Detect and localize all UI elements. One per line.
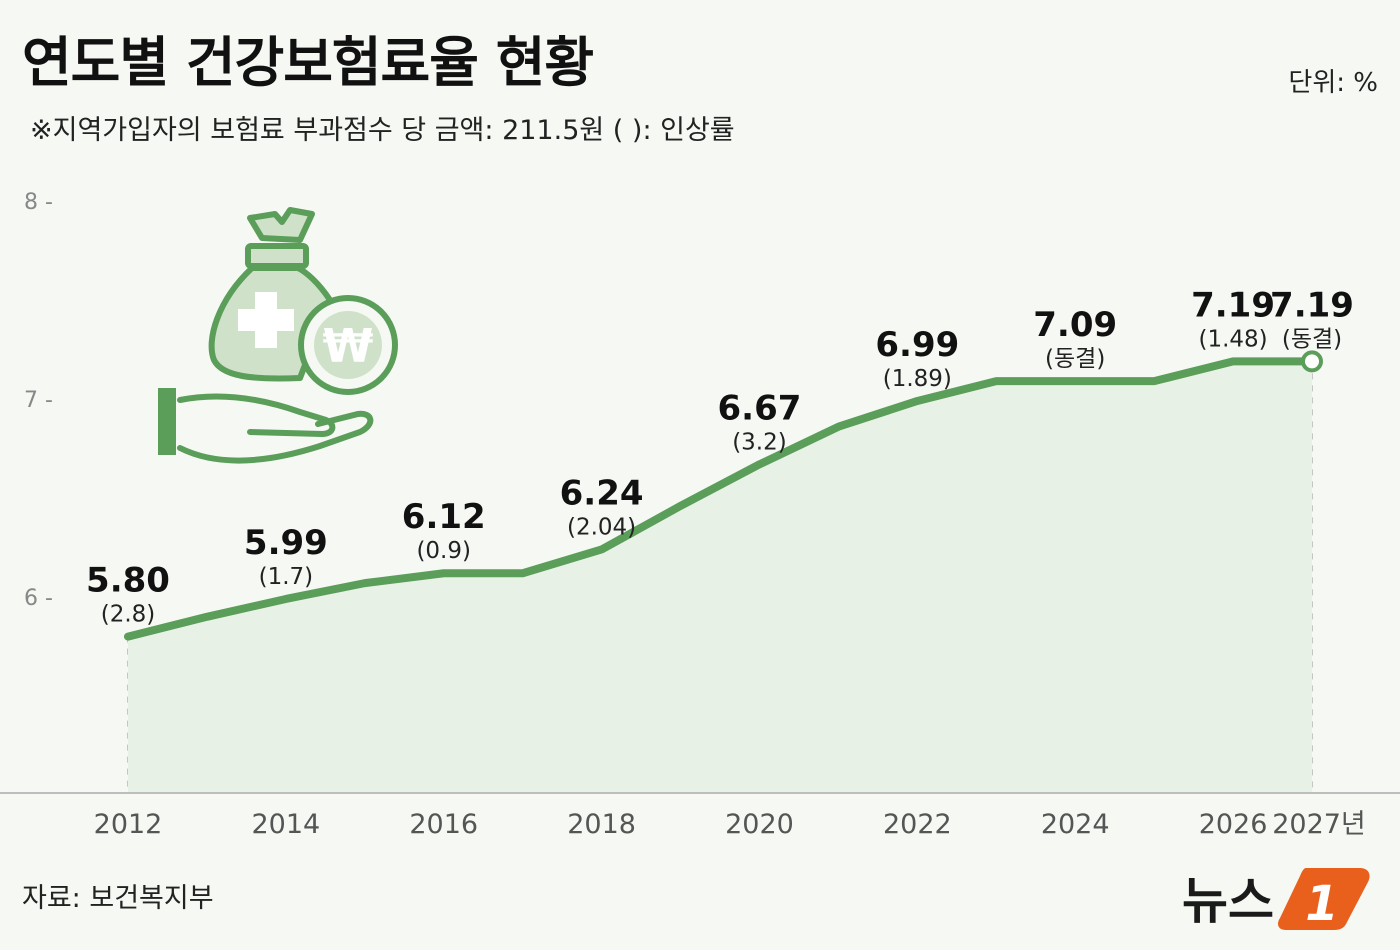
data-label-rate: (1.48) xyxy=(1198,326,1267,352)
data-label-value: 6.12 xyxy=(402,497,486,537)
data-label-value: 5.99 xyxy=(244,523,328,563)
data-label-rate: (3.2) xyxy=(732,429,787,455)
logo-text: 뉴스 xyxy=(1182,872,1274,930)
data-label-value: 6.99 xyxy=(875,325,959,365)
data-label-rate: (0.9) xyxy=(416,538,471,564)
unit-label: 단위: % xyxy=(1288,68,1378,98)
x-tick-label: 2026 xyxy=(1199,809,1268,840)
x-tick-label: 2020 xyxy=(725,809,794,840)
data-label-rate: (동결) xyxy=(1282,326,1342,352)
source-label: 자료: 보건복지부 xyxy=(22,883,214,914)
data-label-value: 7.19 xyxy=(1191,285,1275,325)
data-label-value: 6.24 xyxy=(560,473,644,513)
data-label-rate: (1.89) xyxy=(883,366,952,392)
svg-text:₩: ₩ xyxy=(323,319,374,373)
data-label-rate: (동결) xyxy=(1045,346,1105,372)
y-tick-label: 7 - xyxy=(24,388,53,413)
money-bag-hand-icon: ₩ xyxy=(158,207,398,464)
data-label-value: 7.09 xyxy=(1033,305,1117,345)
data-label-value: 7.19 xyxy=(1270,285,1354,325)
data-label-value: 6.67 xyxy=(718,388,802,428)
page-title: 연도별 건강보험료율 현황 xyxy=(22,31,594,94)
data-label-rate: (2.04) xyxy=(567,514,636,540)
x-tick-label: 2014 xyxy=(252,809,321,840)
subtitle-note: ※지역가입자의 보험료 부과점수 당 금액: 211.5원 ( ): 인상률 xyxy=(30,115,735,146)
logo-mark-text: 1 xyxy=(1305,876,1338,932)
data-label-rate: (1.7) xyxy=(259,564,314,590)
y-tick-label: 8 - xyxy=(24,190,53,215)
logo-mark-icon xyxy=(1278,868,1370,930)
x-tick-label: 2024 xyxy=(1041,809,1110,840)
data-label-value: 5.80 xyxy=(86,561,170,601)
x-tick-label: 2027년 xyxy=(1272,809,1366,840)
x-tick-label: 2016 xyxy=(409,809,478,840)
news1-logo: 뉴스 1 xyxy=(1182,868,1370,932)
x-tick-label: 2018 xyxy=(567,809,636,840)
x-tick-label: 2012 xyxy=(94,809,163,840)
x-tick-label: 2022 xyxy=(883,809,952,840)
chart-area xyxy=(128,361,1312,793)
data-label-rate: (2.8) xyxy=(101,602,156,628)
end-point-marker xyxy=(1301,350,1323,373)
series-line xyxy=(124,357,1316,641)
y-tick-label: 6 - xyxy=(24,586,53,611)
